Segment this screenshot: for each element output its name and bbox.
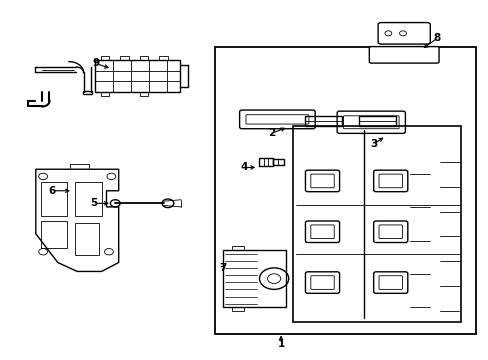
Text: 9: 9 [92, 58, 99, 68]
Bar [101, 55, 109, 60]
FancyBboxPatch shape [305, 170, 339, 192]
Bar [215, 47, 475, 334]
Bar [140, 92, 148, 96]
FancyBboxPatch shape [305, 221, 339, 243]
Text: 8: 8 [432, 33, 440, 43]
FancyBboxPatch shape [368, 46, 438, 63]
Text: 5: 5 [89, 198, 97, 208]
FancyBboxPatch shape [336, 111, 405, 134]
Bar [41, 221, 67, 248]
Bar [41, 182, 67, 216]
Bar [358, 116, 395, 126]
Bar [232, 307, 244, 311]
FancyBboxPatch shape [310, 276, 333, 289]
FancyBboxPatch shape [378, 276, 402, 289]
Text: 3: 3 [369, 139, 377, 149]
Bar [293, 126, 461, 321]
Bar [222, 250, 285, 307]
Text: 1: 1 [277, 339, 284, 349]
FancyBboxPatch shape [373, 272, 407, 293]
Bar [120, 55, 129, 60]
Bar [232, 246, 244, 250]
FancyBboxPatch shape [373, 221, 407, 243]
FancyBboxPatch shape [378, 174, 402, 188]
FancyBboxPatch shape [245, 115, 308, 124]
Text: 7: 7 [219, 263, 226, 273]
FancyBboxPatch shape [378, 225, 402, 239]
Bar [75, 182, 102, 216]
FancyBboxPatch shape [310, 225, 333, 239]
Bar [95, 60, 180, 92]
Bar [259, 158, 272, 166]
Bar [272, 159, 283, 165]
FancyBboxPatch shape [310, 174, 333, 188]
FancyBboxPatch shape [373, 170, 407, 192]
Text: 2: 2 [267, 129, 274, 138]
FancyBboxPatch shape [343, 116, 398, 129]
Bar [82, 91, 92, 94]
Bar [75, 223, 99, 255]
Bar [305, 116, 341, 126]
FancyBboxPatch shape [239, 110, 315, 129]
FancyBboxPatch shape [377, 23, 429, 44]
FancyBboxPatch shape [305, 272, 339, 293]
Bar [159, 55, 167, 60]
Text: 4: 4 [240, 162, 248, 172]
Bar [101, 92, 109, 96]
Bar [140, 55, 148, 60]
Text: 6: 6 [48, 186, 56, 196]
